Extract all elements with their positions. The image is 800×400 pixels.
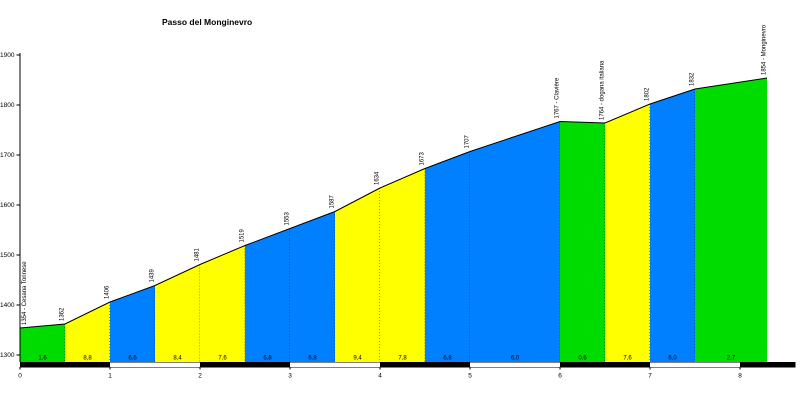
elevation-label: 1481 (195, 247, 201, 261)
km-band (470, 362, 560, 367)
profile-segment (110, 285, 155, 362)
y-tick-label: 1700 (0, 152, 15, 159)
y-tick-label: 1600 (0, 202, 15, 209)
x-tick-label: 1 (108, 373, 112, 380)
profile-segment (470, 121, 560, 362)
profile-segment (155, 264, 200, 362)
x-tick-label: 4 (378, 373, 382, 380)
km-band (380, 362, 470, 367)
gradient-label: 6,0 (668, 356, 677, 362)
elevation-label: 1587 (330, 194, 336, 208)
elevation-label: 1519 (240, 228, 246, 242)
profile-segment (20, 324, 65, 362)
km-band (200, 362, 290, 367)
elevation-label: 1634 (375, 171, 381, 185)
km-band (110, 362, 200, 367)
km-band (560, 362, 650, 367)
elevation-label: 1854 - Monginevro (762, 24, 768, 75)
x-tick-label: 7 (648, 373, 652, 380)
km-band (740, 362, 795, 367)
gradient-label: 6,8 (443, 356, 452, 362)
gradient-label: 8,4 (173, 356, 182, 362)
x-tick-label: 8 (738, 373, 742, 380)
km-band (650, 362, 740, 367)
elevation-label: 1767 - Clavière (555, 77, 561, 118)
gradient-label: 2,7 (727, 356, 736, 362)
y-tick-label: 1900 (0, 52, 15, 59)
gradient-label: 7,6 (623, 356, 632, 362)
elevation-label: 1439 (150, 268, 156, 282)
profile-line (19, 77, 768, 329)
plot-area: 13621,614068,814396,614818,415197,615536… (0, 24, 796, 380)
y-tick-label: 1400 (0, 302, 15, 309)
start-point-label: 1354 - Cesana Torinese (22, 261, 28, 325)
x-tick-label: 6 (558, 373, 562, 380)
elevation-label: 1832 (690, 72, 696, 86)
profile-segment (605, 104, 650, 362)
elevation-label: 1802 (645, 87, 651, 101)
x-tick-label: 3 (288, 373, 292, 380)
gradient-label: 1,6 (38, 356, 47, 362)
km-band (20, 362, 110, 367)
elevation-label: 1707 (465, 134, 471, 148)
profile-segment (245, 228, 290, 362)
gradient-label: 6,6 (128, 356, 137, 362)
profile-segment (290, 211, 335, 362)
profile-segment (695, 78, 767, 362)
chart-title: Passo del Monginevro (162, 17, 252, 27)
x-tick-label: 0 (18, 373, 22, 380)
km-band (290, 362, 380, 367)
elevation-label: 1406 (105, 285, 111, 299)
y-tick-label: 1500 (0, 252, 15, 259)
gradient-label: 8,8 (83, 356, 92, 362)
profile-segment (560, 121, 605, 362)
gradient-label: 9,4 (353, 356, 362, 362)
gradient-label: 7,8 (398, 356, 407, 362)
elevation-label: 1764 - dogana italiana (600, 60, 606, 120)
profile-segment (650, 89, 695, 362)
elevation-label: 1553 (285, 211, 291, 225)
y-tick-label: 1300 (0, 352, 15, 359)
x-tick-label: 5 (468, 373, 472, 380)
elevation-label: 1673 (420, 151, 426, 165)
gradient-label: 6,8 (308, 356, 317, 362)
gradient-label: 6,8 (263, 356, 272, 362)
profile-segment (200, 245, 245, 362)
x-tick-label: 2 (198, 373, 202, 380)
y-tick-label: 1800 (0, 102, 15, 109)
gradient-label: 7,6 (218, 356, 227, 362)
gradient-label: 0,6 (578, 356, 587, 362)
elevation-label: 1362 (60, 307, 66, 321)
profile-segment (380, 168, 425, 362)
profile-segment (335, 188, 380, 362)
gradient-label: 6,0 (511, 356, 520, 362)
profile-segment (65, 302, 110, 362)
profile-segment (425, 151, 470, 362)
